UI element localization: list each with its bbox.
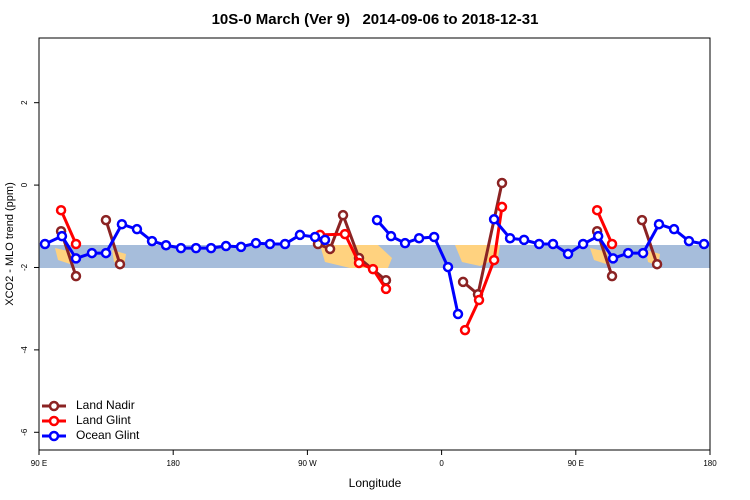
y-axis-label: XCO2 - MLO trend (ppm) [4,182,16,305]
data-point [698,238,710,250]
legend-label: Land Nadir [76,398,135,412]
x-tick-label: 90 W [298,459,317,468]
y-tick-label: -2 [20,263,29,271]
data-point [175,242,187,254]
data-point [668,223,680,235]
data-point [353,257,365,269]
data-point [457,276,469,288]
data-point [533,238,545,250]
data-point [428,231,440,243]
data-point [488,214,500,225]
data-point [250,237,262,249]
data-point [371,214,383,226]
legend-marker [48,430,60,442]
data-point [683,235,695,247]
data-point [264,238,276,250]
data-point [653,218,665,230]
data-point [324,243,336,255]
data-point [56,230,68,242]
data-point [504,232,516,244]
data-point [116,218,128,230]
data-point [577,238,589,250]
data-point [380,283,392,295]
data-point [220,240,232,252]
data-point [339,228,351,240]
data-point [319,234,331,246]
data-point [562,248,574,260]
data-point [547,238,559,250]
data-point [606,238,618,250]
data-point [637,247,649,259]
data-point [279,238,291,250]
data-point [518,234,530,246]
data-point [385,230,397,242]
x-axis-label: Longitude [349,476,402,490]
legend-marker [48,415,60,427]
data-point [496,201,508,213]
data-point [100,214,112,226]
data-point [100,247,112,259]
data-point [235,241,247,253]
data-point [114,258,126,270]
data-point [488,254,500,266]
data-point [39,238,51,250]
data-point [337,209,349,221]
data-point [146,235,158,247]
data-point [459,324,471,336]
data-point [607,253,619,264]
y-tick-label: -6 [20,428,29,436]
legend-marker [48,400,60,412]
x-tick-label: 180 [167,459,181,468]
plot-frame [38,37,711,451]
data-point [413,232,425,244]
data-point [190,242,202,254]
data-point [70,253,82,264]
data-point [131,223,143,235]
data-point [70,270,82,282]
x-tick-label: 90 E [31,459,47,468]
series-line [59,206,614,331]
data-point [55,204,67,216]
x-tick-label: 180 [703,459,717,468]
legend-label: Ocean Glint [76,428,140,442]
x-tick-label: 90 E [568,459,584,468]
data-point [651,258,663,270]
chart-title: 10S-0 March (Ver 9) 2014-09-06 to 2018-1… [212,11,539,28]
data-point [160,239,172,251]
data-point [496,177,508,189]
data-point [592,230,604,242]
data-point [473,294,485,306]
data-point [309,231,321,243]
data-point [606,270,618,282]
x-tick-label: 0 [439,459,444,468]
data-point [205,242,217,254]
data-point [636,214,648,226]
y-tick-label: 2 [20,100,29,105]
data-point [452,308,464,320]
data-point [86,247,98,259]
y-tick-label: -4 [20,346,29,354]
data-point [399,237,411,249]
data-point [294,229,306,241]
y-tick-label: 0 [20,182,29,187]
data-point [70,238,82,250]
data-point [442,261,454,273]
legend-label: Land Glint [76,413,131,427]
data-point [591,204,603,216]
data-point [622,247,634,259]
data-point [367,263,379,275]
